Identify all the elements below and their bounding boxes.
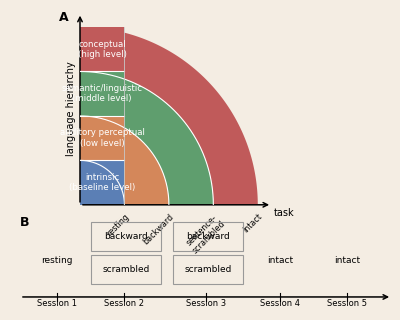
Text: language hierarchy: language hierarchy — [66, 61, 76, 156]
Polygon shape — [80, 71, 124, 116]
Text: backward: backward — [186, 232, 230, 241]
Bar — [91, 255, 161, 284]
Text: conceptual
(high level): conceptual (high level) — [78, 40, 127, 59]
Text: sentence-
scrambled: sentence- scrambled — [183, 212, 227, 256]
Polygon shape — [80, 160, 124, 205]
Text: backward: backward — [104, 232, 148, 241]
Text: Session 1: Session 1 — [37, 300, 77, 308]
Text: auditory perceptual
(low level): auditory perceptual (low level) — [60, 128, 145, 148]
Text: scrambled: scrambled — [102, 265, 150, 274]
Bar — [172, 255, 243, 284]
Bar — [91, 222, 161, 251]
Text: intrinsic
(baseline level): intrinsic (baseline level) — [69, 173, 135, 192]
Text: A: A — [59, 11, 68, 24]
Text: task: task — [274, 208, 294, 218]
Bar — [172, 222, 243, 251]
Polygon shape — [80, 160, 124, 205]
Text: semantic/linguistic
(middle level): semantic/linguistic (middle level) — [62, 84, 143, 103]
Text: resting: resting — [105, 212, 131, 238]
Polygon shape — [80, 116, 169, 205]
Polygon shape — [80, 27, 124, 71]
Text: intact: intact — [242, 212, 264, 235]
Text: B: B — [20, 216, 30, 229]
Text: Session 4: Session 4 — [260, 300, 300, 308]
Text: Session 3: Session 3 — [186, 300, 226, 308]
Text: intact: intact — [267, 256, 294, 265]
Text: Session 5: Session 5 — [327, 300, 367, 308]
Text: Session 2: Session 2 — [104, 300, 144, 308]
Text: resting: resting — [42, 256, 73, 265]
Polygon shape — [80, 27, 258, 205]
Polygon shape — [80, 116, 124, 160]
Text: scrambled: scrambled — [184, 265, 232, 274]
Text: intact: intact — [334, 256, 360, 265]
Polygon shape — [80, 71, 213, 205]
Text: backward: backward — [141, 212, 175, 246]
